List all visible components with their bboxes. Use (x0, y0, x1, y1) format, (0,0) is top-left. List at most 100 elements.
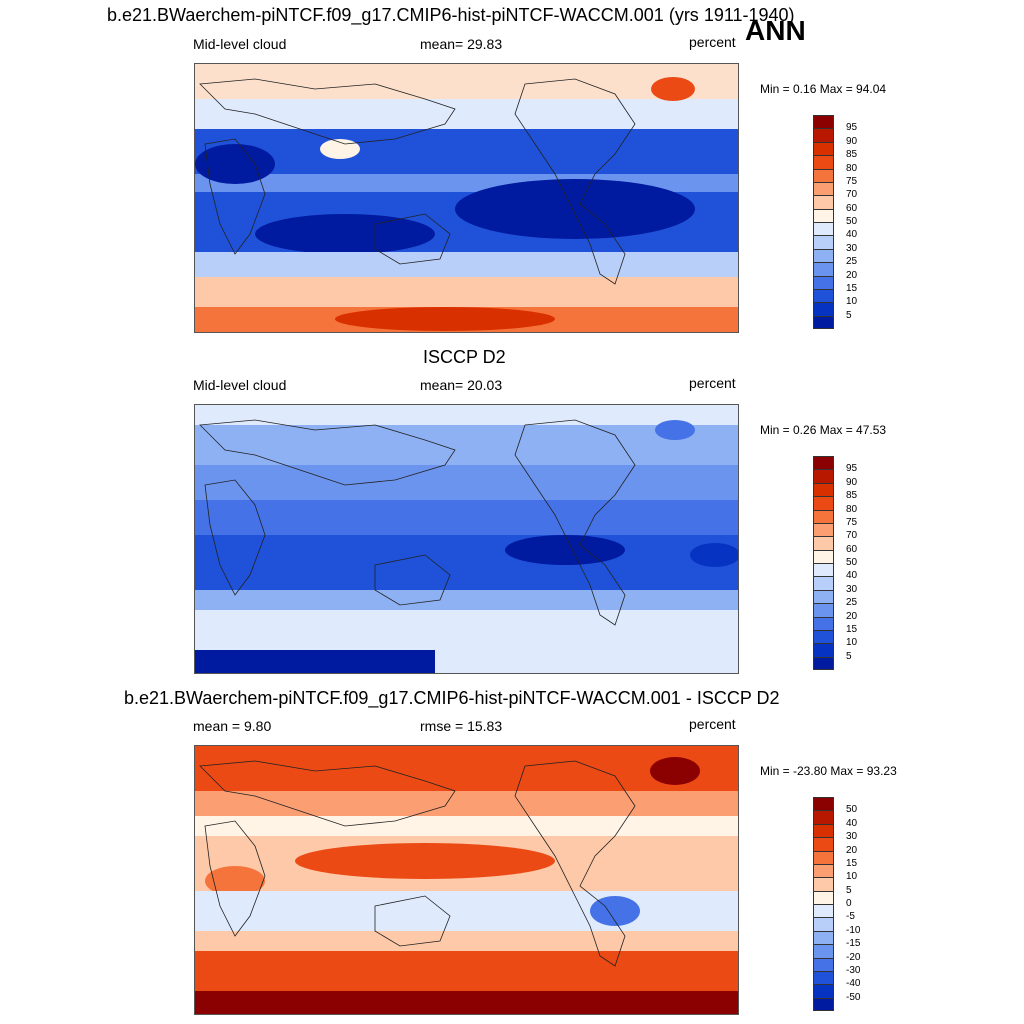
colorbar-swatch (814, 457, 833, 471)
colorbar-tick-label: 50 (846, 216, 858, 227)
panel1-colorbar-labels: 95 90 85 80 75 70 60 50 40 30 25 20 15 10 5 (846, 115, 886, 329)
colorbar-swatch (814, 129, 833, 143)
panel3-band-antarctic (195, 991, 738, 1014)
colorbar-swatch (814, 223, 833, 237)
colorbar-swatch (814, 510, 833, 524)
colorbar-swatch (814, 316, 833, 328)
colorbar-tick-label: 20 (846, 610, 858, 622)
colorbar-swatch (814, 958, 833, 972)
colorbar-swatch (814, 971, 833, 986)
panel2-coast-america (514, 419, 636, 626)
colorbar-swatch (814, 604, 833, 618)
colorbar-swatch (814, 617, 833, 631)
colorbar-tick-label: 25 (846, 256, 858, 268)
colorbar-tick-label: 75 (846, 516, 858, 528)
panel3-band-subtrop-n (195, 816, 738, 836)
colorbar-tick-label: 25 (846, 597, 858, 609)
colorbar-tick-label: -40 (846, 978, 861, 990)
colorbar-swatch (814, 116, 833, 130)
colorbar-tick-label: -50 (846, 991, 861, 1003)
colorbar-swatch (814, 798, 833, 812)
panel2-coast-australia (374, 554, 451, 606)
colorbar-swatch (814, 824, 833, 839)
colorbar-tick-label: 40 (846, 229, 858, 241)
panel1-minmax: Min = 0.16 Max = 94.04 (760, 82, 887, 96)
colorbar-tick-label: 10 (846, 296, 858, 308)
panel2-blob-pacific (505, 535, 625, 565)
colorbar-tick-label: 75 (846, 175, 858, 187)
colorbar-swatch (814, 276, 833, 290)
panel1-coast-america (514, 78, 636, 285)
colorbar-tick-label: 40 (846, 570, 858, 582)
colorbar-swatch (814, 263, 833, 277)
colorbar-swatch (814, 657, 833, 669)
panel1-blob-greenland (651, 77, 695, 101)
panel2-band-subtrop-s (195, 535, 738, 590)
colorbar-swatch (814, 156, 833, 170)
colorbar-tick-label: -15 (846, 938, 861, 950)
colorbar-tick-label: 15 (846, 857, 858, 869)
colorbar-tick-label: -5 (846, 911, 855, 923)
panel1-variable-label: Mid-level cloud (193, 36, 287, 52)
colorbar-swatch (814, 182, 833, 197)
panel1-map-svg (195, 64, 738, 332)
panel1-blob-antarctic (335, 307, 555, 331)
panel3-band-southern (195, 951, 738, 991)
panel1-blob-pacific (455, 179, 695, 239)
panel2-minmax: Min = 0.26 Max = 47.53 (760, 423, 887, 437)
panel3-blob-pacific (295, 843, 555, 879)
colorbar-tick-label: -10 (846, 924, 861, 936)
colorbar-swatch (814, 470, 833, 484)
panel3-rmse-label: rmse = 15.83 (420, 718, 503, 734)
panel2-variable-label: Mid-level cloud (193, 377, 287, 393)
panel1-band-southern (195, 277, 738, 307)
panel2-band-arctic (195, 405, 738, 425)
colorbar-tick-label: 10 (846, 871, 858, 883)
panel2-map-svg (195, 405, 738, 673)
panel1-band-mid-s (195, 252, 738, 277)
panel3-minmax: Min = -23.80 Max = 93.23 (760, 764, 897, 778)
figure-title: b.e21.BWaerchem-piNTCF.f09_g17.CMIP6-his… (107, 5, 795, 25)
colorbar-swatch (814, 905, 833, 919)
panel3-blob-atlantic (205, 866, 265, 896)
colorbar-tick-label: -30 (846, 964, 861, 976)
panel3-coast-africa (204, 820, 266, 937)
colorbar-swatch (814, 209, 833, 223)
colorbar-swatch (814, 497, 833, 511)
colorbar-swatch (814, 236, 833, 250)
colorbar-swatch (814, 998, 833, 1010)
panel2-band-tropics (195, 500, 738, 535)
colorbar-tick-label: 60 (846, 543, 858, 555)
colorbar-swatch (814, 864, 833, 879)
panel3-coast-eurasia (199, 760, 456, 827)
colorbar-tick-label: 90 (846, 135, 858, 147)
panel3-coast-australia (374, 895, 451, 947)
colorbar-tick-label: -20 (846, 951, 861, 963)
colorbar-tick-label: 20 (846, 269, 858, 281)
colorbar-swatch (814, 811, 833, 825)
panel2-title: ISCCP D2 (423, 347, 506, 367)
colorbar-swatch (814, 918, 833, 932)
colorbar-swatch (814, 196, 833, 210)
panel3-mean-label: mean = 9.80 (193, 718, 272, 734)
panel1-band-nh (195, 99, 738, 129)
colorbar-tick-label: 5 (846, 884, 852, 896)
panel3-units-label: percent (689, 716, 736, 732)
panel2-units-label: percent (689, 375, 736, 391)
colorbar-tick-label: 20 (846, 844, 858, 856)
colorbar-swatch (814, 630, 833, 645)
panel3-band-subtrop-s (195, 891, 738, 931)
colorbar-swatch (814, 169, 833, 183)
colorbar-swatch (814, 142, 833, 157)
colorbar-tick-label: 15 (846, 282, 858, 294)
colorbar-tick-label: 70 (846, 530, 858, 542)
colorbar-swatch (814, 878, 833, 892)
colorbar-swatch (814, 249, 833, 264)
colorbar-swatch (814, 483, 833, 498)
colorbar-tick-label: 50 (846, 557, 858, 568)
colorbar-swatch (814, 577, 833, 591)
panel3-colorbar-labels: 50 40 30 20 15 10 5 0 -5 -10 -15 -20 -30 -40 -50 (846, 797, 886, 1011)
colorbar-tick-label: 90 (846, 476, 858, 488)
panel1-coast-australia (374, 213, 451, 265)
panel3-blob-greenland (650, 757, 700, 785)
